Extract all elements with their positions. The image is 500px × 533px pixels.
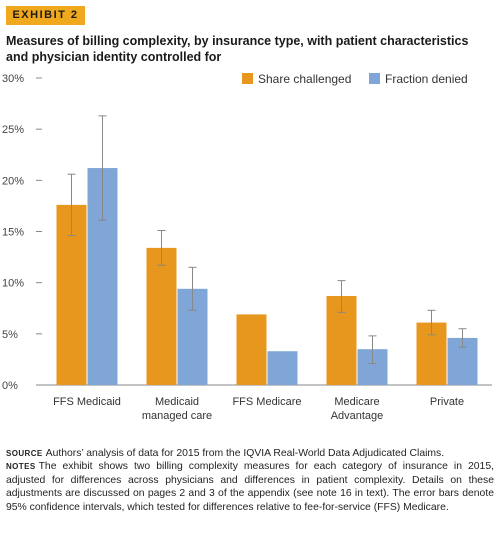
- category-label: Medicare Advantage: [331, 396, 384, 422]
- source-note: source Authors’ analysis of data for 2015…: [6, 447, 494, 460]
- category-label: FFS Medicaid: [53, 396, 121, 408]
- chart-title: Measures of billing complexity, by insur…: [6, 34, 469, 64]
- bar-share-challenged: [236, 314, 267, 385]
- y-tick-label: 20%: [2, 175, 24, 187]
- y-tick-label: 0%: [2, 380, 18, 392]
- notes-note: notes The exhibit shows two billing compl…: [6, 460, 494, 514]
- footnotes: source Authors’ analysis of data for 2015…: [6, 447, 494, 514]
- legend-swatch-fraction-denied: [369, 73, 380, 84]
- bar-chart: 0% 5% 10% 15% 20% 25% 30% FFS Medicaid Medicaid m…: [2, 72, 492, 422]
- category-label: Medicaid managed care: [142, 396, 212, 422]
- y-tick-label: 10%: [2, 278, 24, 290]
- source-label: source: [6, 447, 43, 459]
- exhibit-label: EXHIBIT 2: [6, 6, 85, 25]
- bar-share-challenged: [146, 247, 177, 385]
- y-tick-label: 25%: [2, 124, 24, 136]
- notes-label: notes: [6, 460, 36, 473]
- category-label: Private: [430, 396, 464, 408]
- legend-swatch-share-challenged: [242, 73, 253, 84]
- legend-label: Share challenged: [258, 72, 351, 86]
- y-tick-label: 30%: [2, 73, 24, 85]
- y-tick-label: 15%: [2, 227, 24, 239]
- legend-label: Fraction denied: [385, 72, 468, 86]
- y-tick-label: 5%: [2, 329, 18, 341]
- bar-fraction-denied: [267, 351, 298, 385]
- category-label: FFS Medicare: [232, 396, 301, 408]
- source-text: Authors’ analysis of data for 2015 from …: [45, 448, 445, 459]
- notes-text: The exhibit shows two billing complexity…: [6, 461, 494, 513]
